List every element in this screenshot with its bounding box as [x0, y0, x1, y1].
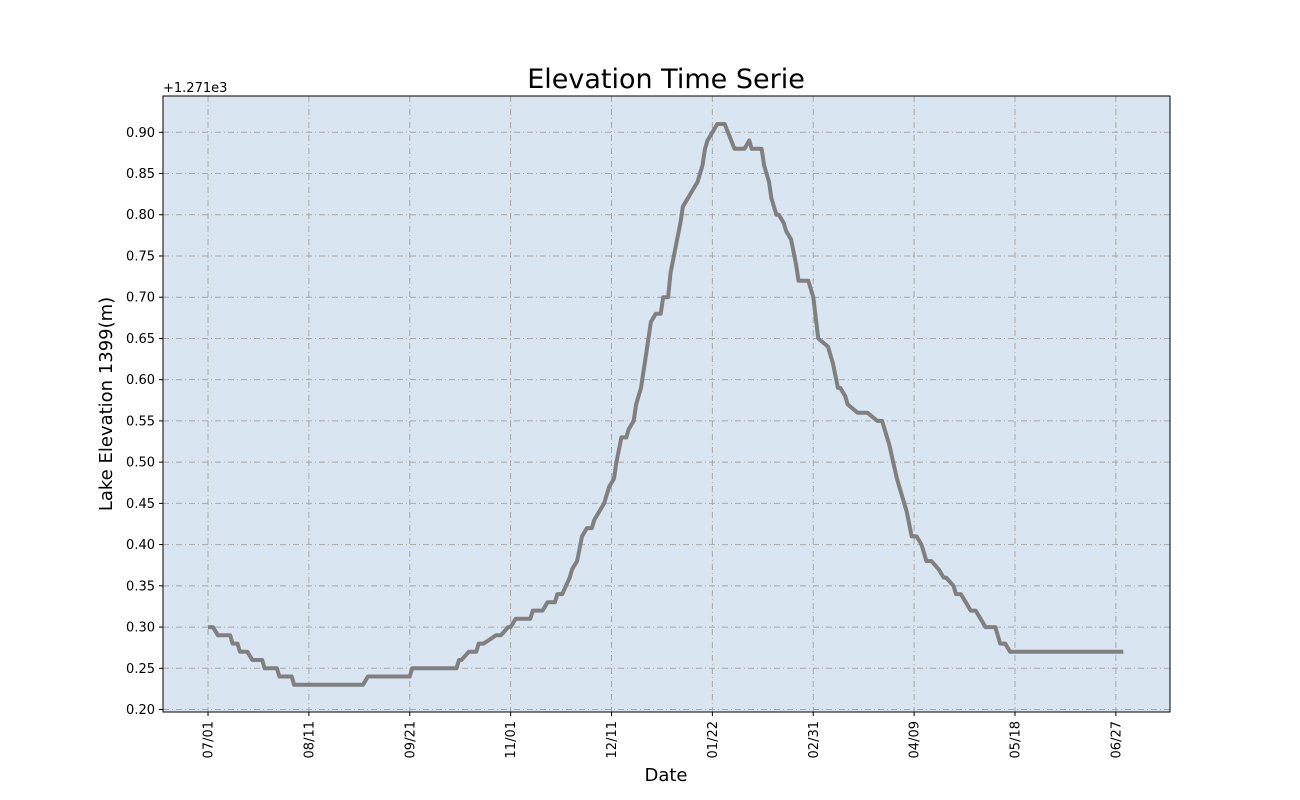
chart-title: Elevation Time Serie — [527, 64, 805, 95]
x-tick-label: 08/11 — [302, 721, 317, 758]
y-axis-title: Lake Elevation 1399(m) — [96, 297, 117, 511]
x-tick-label: 11/01 — [504, 721, 519, 758]
y-tick-label: 0.90 — [126, 126, 155, 141]
y-tick-label: 0.45 — [126, 497, 155, 512]
plot-frame — [162, 95, 1171, 713]
x-tick-label: 07/01 — [202, 721, 217, 758]
y-tick-label: 0.50 — [126, 456, 155, 471]
plot-area — [163, 96, 1170, 712]
y-tick-label: 0.85 — [126, 167, 155, 182]
y-tick-label: 0.75 — [126, 249, 155, 264]
x-tick-label: 04/09 — [908, 721, 923, 758]
y-offset-label: +1.271e3 — [163, 81, 227, 96]
x-tick-label: 02/31 — [807, 721, 822, 758]
y-tick-label: 0.55 — [126, 414, 155, 429]
y-tick-label: 0.65 — [126, 332, 155, 347]
y-tick-label: 0.30 — [126, 621, 155, 636]
x-tick-label: 09/21 — [403, 721, 418, 758]
y-tick-label: 0.35 — [126, 579, 155, 594]
x-axis-title: Date — [644, 765, 687, 786]
y-axis-ticks: 0.20 0.25 0.30 0.35 0.40 0.45 0.50 0.55 0.60 0.65… — [126, 126, 163, 718]
y-tick-label: 0.70 — [126, 291, 155, 306]
grid — [163, 96, 1170, 712]
y-tick-label: 0.40 — [126, 538, 155, 553]
y-tick-label: 0.60 — [126, 373, 155, 388]
y-tick-label: 0.25 — [126, 662, 155, 677]
series-layer — [208, 122, 1124, 687]
x-axis-ticks: 07/01 08/11 09/21 11/01 12/11 01/22 02/31 04/09… — [202, 712, 1124, 758]
y-tick-label: 0.80 — [126, 208, 155, 223]
x-tick-label: 12/11 — [605, 721, 620, 758]
elevation-series-line — [208, 122, 1124, 687]
y-tick-label: 0.20 — [126, 703, 155, 718]
x-tick-label: 01/22 — [706, 721, 721, 758]
x-tick-label: 05/18 — [1009, 721, 1024, 758]
x-tick-label: 06/27 — [1109, 721, 1124, 758]
